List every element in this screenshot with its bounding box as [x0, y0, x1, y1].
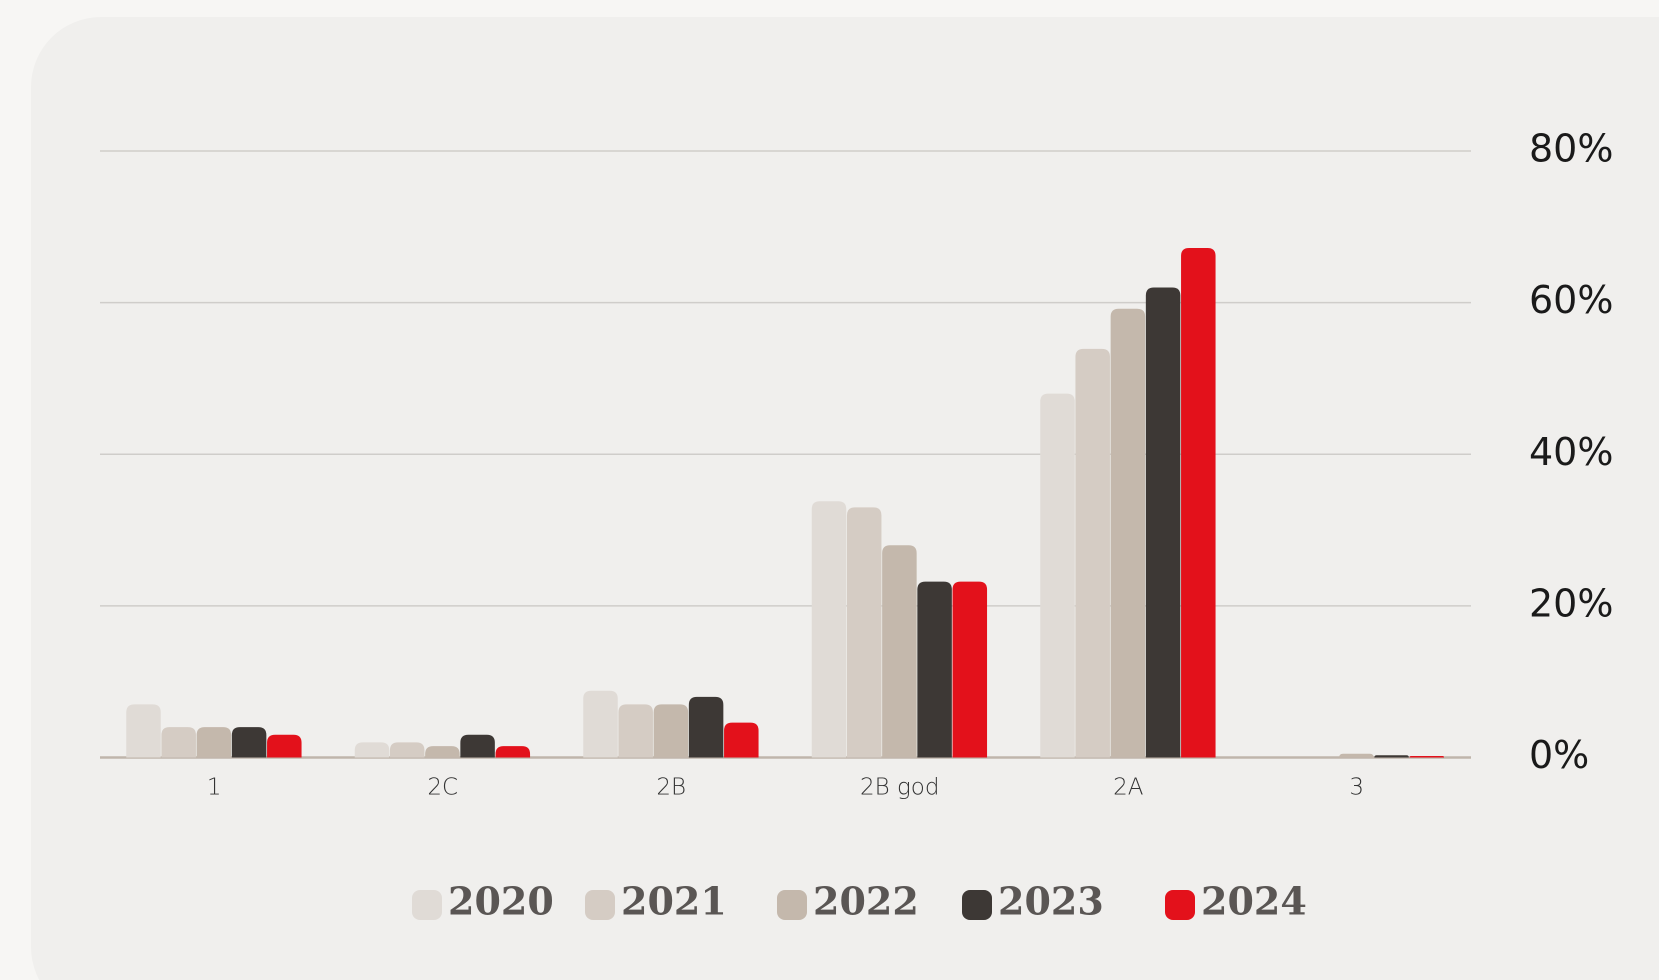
bar: [724, 722, 759, 758]
bar: [846, 507, 882, 758]
bar: [811, 501, 847, 758]
bar: [688, 696, 724, 758]
y-tick-label: 80%: [1529, 127, 1613, 171]
bar: [231, 727, 267, 758]
bar: [161, 727, 196, 758]
bar: [389, 742, 425, 758]
bar: [460, 734, 495, 758]
bar: [1145, 287, 1181, 758]
x-tick-label: 2B god: [860, 775, 939, 801]
bar: [583, 690, 618, 758]
y-tick-label: 60%: [1529, 278, 1613, 322]
legend-label: 2021: [621, 879, 727, 924]
bar: [1110, 308, 1146, 758]
bar: [1075, 348, 1110, 758]
bar: [1339, 753, 1374, 758]
x-tick-label: 3: [1349, 775, 1364, 801]
bar: [1409, 755, 1445, 758]
legend-swatch: [777, 890, 807, 920]
bar: [425, 746, 460, 758]
bar: [917, 581, 952, 758]
bar: [354, 742, 390, 758]
x-tick-label: 1: [207, 775, 222, 801]
legend-label: 2023: [998, 879, 1104, 924]
legend-label: 2024: [1201, 879, 1307, 924]
bar: [1040, 393, 1075, 758]
x-tick-label: 2A: [1113, 775, 1143, 801]
legend-swatch: [962, 890, 992, 920]
y-tick-label: 40%: [1529, 430, 1613, 474]
bar: [618, 704, 653, 758]
y-tick-label: 0%: [1529, 733, 1589, 777]
bar: [882, 545, 917, 758]
x-tick-label: 2C: [427, 775, 458, 801]
y-tick-label: 20%: [1529, 581, 1613, 625]
x-tick-label: 2B: [656, 775, 686, 801]
bar: [653, 704, 689, 758]
legend-swatch: [585, 890, 615, 920]
bar: [1181, 248, 1216, 758]
bar: [196, 727, 232, 758]
bar: [952, 581, 988, 758]
card: [31, 17, 1659, 980]
legend-swatch: [412, 890, 442, 920]
legend-label: 2022: [813, 879, 919, 924]
bar: [267, 734, 302, 758]
bar: [495, 746, 531, 758]
legend-label: 2020: [448, 879, 554, 924]
bar: [1374, 755, 1409, 758]
legend-swatch: [1165, 890, 1195, 920]
bar: [126, 704, 161, 758]
